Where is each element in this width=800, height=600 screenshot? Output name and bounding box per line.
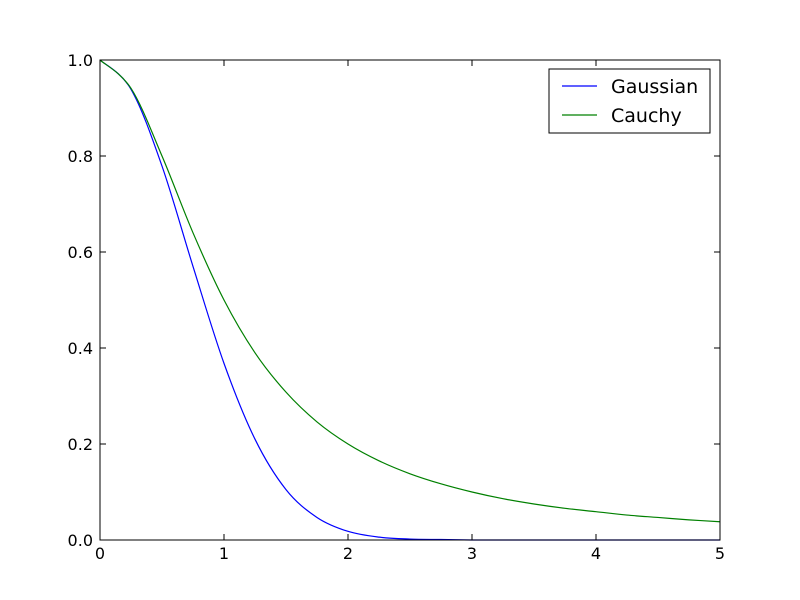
y-tick-label: 0.6 <box>68 243 93 262</box>
x-tick-label: 1 <box>219 544 229 563</box>
legend-label-gaussian: Gaussian <box>611 76 698 98</box>
legend: Gaussian Cauchy <box>548 68 711 134</box>
legend-box <box>548 68 711 134</box>
y-tick-label: 0.2 <box>68 435 93 454</box>
x-tick-label: 3 <box>467 544 477 563</box>
y-tick-label: 0.8 <box>68 147 93 166</box>
y-tick-label: 0.0 <box>68 531 93 550</box>
x-tick-label: 5 <box>715 544 725 563</box>
y-tick-label: 0.4 <box>68 339 93 358</box>
series-line-cauchy <box>99 59 721 523</box>
x-tick-label: 0 <box>95 544 105 563</box>
y-tick-label: 1.0 <box>68 51 93 70</box>
x-tick-label: 2 <box>343 544 353 563</box>
tick-layer: 0 1 2 3 4 5 0.0 0.2 0.4 0.6 0.8 1.0 <box>68 51 726 563</box>
plot-frame <box>99 59 721 541</box>
legend-label-cauchy: Cauchy <box>611 105 682 127</box>
x-tick-label: 4 <box>591 544 601 563</box>
